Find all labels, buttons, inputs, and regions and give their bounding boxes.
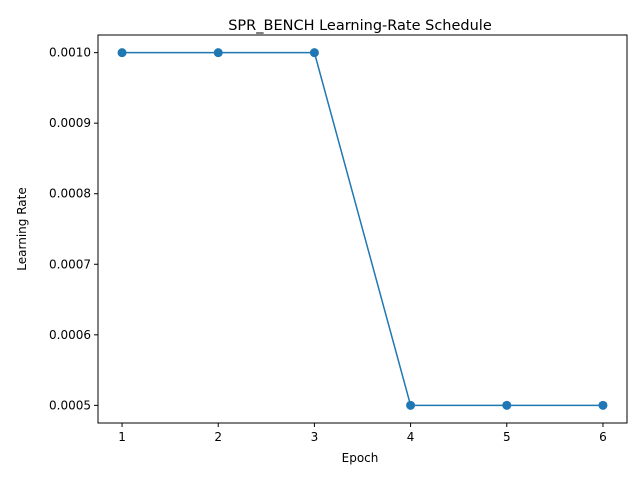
y-tick-label: 0.0009: [49, 116, 91, 130]
x-axis-label: Epoch: [342, 451, 379, 465]
axes-frame: [97, 34, 628, 424]
y-tick-label: 0.0006: [49, 328, 91, 342]
y-tick-label: 0.0008: [49, 187, 91, 201]
x-tick-label: 5: [503, 430, 511, 444]
x-tick-label: 4: [407, 430, 415, 444]
y-tick-label: 0.0007: [49, 257, 91, 271]
y-axis: 0.0005 0.0006 0.0007 0.0008 0.0009 0.0010: [49, 46, 98, 412]
data-point: [598, 400, 608, 410]
chart-title: SPR_BENCH Learning-Rate Schedule: [228, 18, 492, 34]
x-axis: 1 2 3 4 5 6: [118, 423, 607, 444]
x-tick-label: 6: [599, 430, 607, 444]
x-tick-label: 1: [118, 430, 126, 444]
data-point: [117, 48, 127, 58]
series-line: [122, 51, 603, 407]
y-axis-label: Learning Rate: [15, 187, 29, 270]
data-point: [213, 48, 223, 58]
y-tick-label: 0.0005: [49, 398, 91, 412]
data-point: [309, 48, 319, 58]
data-point: [502, 400, 512, 410]
y-tick-label: 0.0010: [49, 46, 91, 60]
plot-area: [117, 48, 608, 410]
x-tick-label: 3: [311, 430, 319, 444]
data-point: [406, 400, 416, 410]
x-tick-label: 2: [214, 430, 222, 444]
